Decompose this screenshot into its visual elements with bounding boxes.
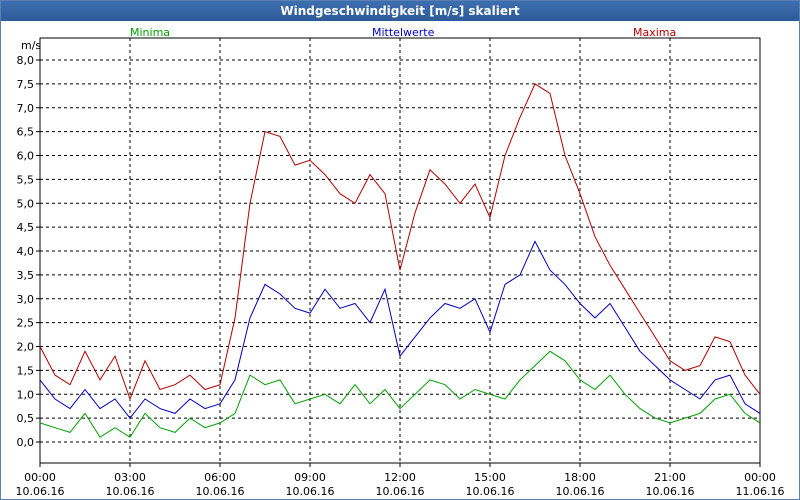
- y-tick-label: 8,0: [17, 54, 35, 67]
- x-tick-time-label: 09:00: [294, 471, 326, 484]
- y-tick-label: 4,5: [17, 221, 35, 234]
- legend-maxima: Maxima: [633, 26, 677, 39]
- y-tick-label: 7,5: [17, 78, 35, 91]
- y-tick-label: 3,5: [17, 269, 35, 282]
- x-tick-date-label: 10.06.16: [106, 485, 155, 498]
- y-tick-label: 2,0: [17, 341, 35, 354]
- window-title: Windgeschwindigkeit [m/s] skaliert: [1, 1, 799, 21]
- y-tick-label: 2,5: [17, 317, 35, 330]
- series-line-mittelwerte: [39, 240, 761, 419]
- y-axis-unit: m/s: [21, 39, 41, 52]
- x-tick-time-label: 00:00: [744, 471, 776, 484]
- legend-minima: Minima: [130, 26, 171, 39]
- y-tick-label: 1,0: [17, 388, 35, 401]
- x-tick-time-label: 21:00: [654, 471, 686, 484]
- y-tick-label: 7,0: [17, 102, 35, 115]
- x-tick-date-label: 10.06.16: [466, 485, 515, 498]
- x-tick-date-label: 10.06.16: [196, 485, 245, 498]
- x-tick-time-label: 18:00: [564, 471, 596, 484]
- series-line-maxima: [39, 83, 761, 401]
- x-tick-date-label: 10.06.16: [286, 485, 335, 498]
- x-tick-time-label: 03:00: [114, 471, 146, 484]
- x-tick-time-label: 06:00: [204, 471, 236, 484]
- y-tick-label: 6,5: [17, 126, 35, 139]
- x-tick-time-label: 15:00: [474, 471, 506, 484]
- series-line-minima: [39, 350, 761, 438]
- x-tick-time-label: 00:00: [24, 471, 56, 484]
- x-tick-date-label: 10.06.16: [556, 485, 605, 498]
- y-tick-label: 3,0: [17, 293, 35, 306]
- y-tick-label: 5,0: [17, 197, 35, 210]
- x-tick-time-label: 12:00: [384, 471, 416, 484]
- y-tick-label: 6,0: [17, 150, 35, 163]
- y-tick-label: 1,5: [17, 364, 35, 377]
- y-tick-label: 4,0: [17, 245, 35, 258]
- x-tick-date-label: 11.06.16: [736, 485, 785, 498]
- y-tick-label: 0,0: [17, 436, 35, 449]
- y-tick-label: 0,5: [17, 412, 35, 425]
- x-tick-date-label: 10.06.16: [16, 485, 65, 498]
- x-tick-date-label: 10.06.16: [376, 485, 425, 498]
- x-tick-date-label: 10.06.16: [646, 485, 695, 498]
- y-tick-label: 5,5: [17, 173, 35, 186]
- legend-mittelwerte: Mittelwerte: [372, 26, 435, 39]
